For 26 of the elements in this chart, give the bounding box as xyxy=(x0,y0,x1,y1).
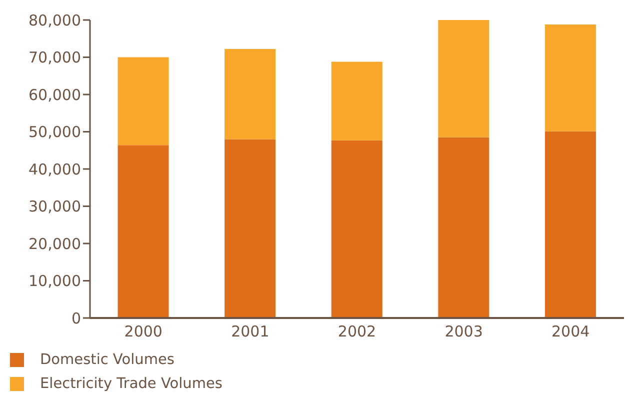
legend-label: Domestic Volumes xyxy=(40,352,174,368)
y-tick-label: 40,000 xyxy=(28,160,81,178)
bar xyxy=(438,20,490,138)
y-tick-label: 80,000 xyxy=(28,11,81,30)
bar xyxy=(224,139,276,318)
x-tick-label: 2001 xyxy=(231,322,270,341)
y-tick-label: 50,000 xyxy=(28,123,81,142)
y-tick-label: 70,000 xyxy=(28,48,81,67)
bar xyxy=(331,62,382,140)
bar xyxy=(544,131,596,318)
x-tick-label: 2004 xyxy=(552,322,590,341)
bar xyxy=(544,24,596,132)
x-tick-label: 2002 xyxy=(338,322,376,341)
bar xyxy=(224,49,276,140)
bar xyxy=(438,137,490,318)
bar xyxy=(118,57,169,146)
bar xyxy=(331,140,382,318)
y-tick-label: 0 xyxy=(71,309,81,328)
y-tick-label: 10,000 xyxy=(28,272,81,290)
legend-label: Electricity Trade Volumes xyxy=(40,376,222,392)
y-tick-label: 30,000 xyxy=(28,198,81,216)
x-tick-label: 2003 xyxy=(444,322,483,341)
x-tick-label: 2000 xyxy=(124,322,162,341)
y-tick-label: 20,000 xyxy=(28,234,81,253)
bar xyxy=(118,145,169,318)
y-tick-label: 60,000 xyxy=(28,86,81,104)
